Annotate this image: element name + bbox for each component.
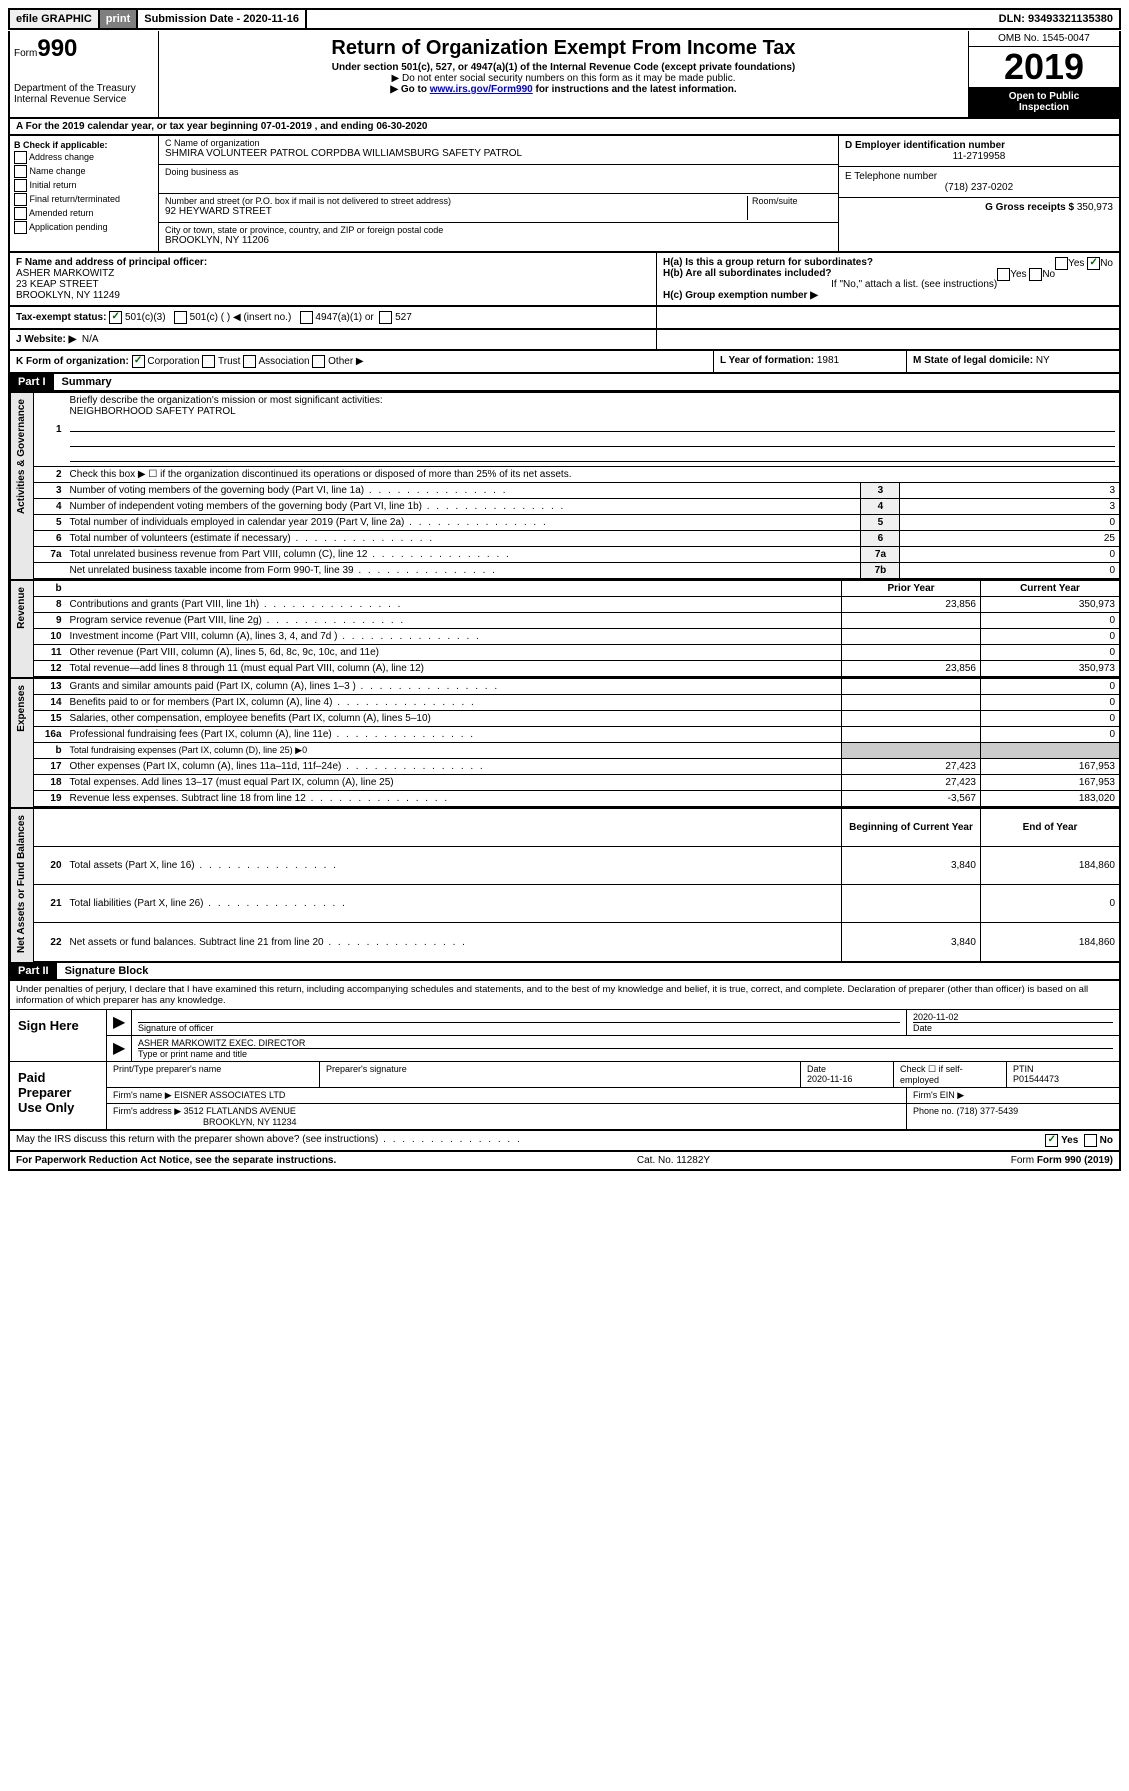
col-d-ein-block: D Employer identification number 11-2719… <box>839 136 1119 251</box>
sign-here-row: Sign Here ▶ Signature of officer 2020-11… <box>10 1009 1119 1061</box>
discuss-yes[interactable] <box>1045 1134 1058 1147</box>
header-right: OMB No. 1545-0047 2019 Open to Public In… <box>968 31 1119 117</box>
col-c-org-info: C Name of organization SHMIRA VOLUNTEER … <box>159 136 839 251</box>
row-i-tax-status: Tax-exempt status: 501(c)(3) 501(c) ( ) … <box>8 307 1121 330</box>
ein-cell: D Employer identification number 11-2719… <box>839 136 1119 167</box>
check-other[interactable] <box>312 355 325 368</box>
officer-addr2: BROOKLYN, NY 11249 <box>16 290 650 301</box>
check-initial-return[interactable]: Initial return <box>14 179 154 192</box>
check-501c3[interactable] <box>109 311 122 324</box>
top-bar: efile GRAPHIC print Submission Date - 20… <box>8 8 1121 30</box>
gross-receipts-value: 350,973 <box>1077 202 1113 213</box>
form-subtitle-1: Under section 501(c), 527, or 4947(a)(1)… <box>163 62 964 73</box>
row-a-tax-year: A For the 2019 calendar year, or tax yea… <box>8 119 1121 136</box>
street-address: 92 HEYWARD STREET <box>165 206 747 217</box>
net-assets-section: Net Assets or Fund Balances Beginning of… <box>8 808 1121 963</box>
check-527[interactable] <box>379 311 392 324</box>
tab-governance: Activities & Governance <box>10 392 33 580</box>
city-cell: City or town, state or province, country… <box>159 223 838 251</box>
check-address-change[interactable]: Address change <box>14 151 154 164</box>
open-public-badge: Open to Public Inspection <box>969 87 1119 117</box>
tab-revenue: Revenue <box>10 580 33 678</box>
gross-receipts-cell: G Gross receipts $ 350,973 <box>839 198 1119 217</box>
irs-label: Internal Revenue Service <box>14 94 154 105</box>
check-501c[interactable] <box>174 311 187 324</box>
telephone-value: (718) 237-0202 <box>845 182 1113 193</box>
principal-officer: F Name and address of principal officer:… <box>10 253 657 305</box>
check-name-change[interactable]: Name change <box>14 165 154 178</box>
discuss-no[interactable] <box>1084 1134 1097 1147</box>
print-button[interactable]: print <box>100 10 138 28</box>
form-subtitle-2: ▶ Do not enter social security numbers o… <box>163 73 964 84</box>
submission-date: Submission Date - 2020-11-16 <box>138 10 307 28</box>
check-association[interactable] <box>243 355 256 368</box>
header-left: Form990 Department of the Treasury Inter… <box>10 31 159 117</box>
main-info-box: B Check if applicable: Address change Na… <box>8 136 1121 253</box>
check-4947[interactable] <box>300 311 313 324</box>
telephone-cell: E Telephone number (718) 237-0202 <box>839 167 1119 198</box>
mission-text: NEIGHBORHOOD SAFETY PATROL <box>70 406 1115 417</box>
check-app-pending[interactable]: Application pending <box>14 221 154 234</box>
form-subtitle-3: ▶ Go to www.irs.gov/Form990 for instruct… <box>163 84 964 95</box>
col-b-header: B Check if applicable: <box>14 140 154 150</box>
firm-addr1: 3512 FLATLANDS AVENUE <box>184 1106 296 1116</box>
prep-date: 2020-11-16 <box>807 1074 852 1084</box>
state-domicile: M State of legal domicile: NY <box>907 351 1119 372</box>
omb-number: OMB No. 1545-0047 <box>969 31 1119 47</box>
arrow-icon: ▶ <box>107 1036 132 1061</box>
website-value: N/A <box>82 334 99 345</box>
firm-addr2: BROOKLYN, NY 11234 <box>203 1117 297 1127</box>
discuss-row: May the IRS discuss this return with the… <box>8 1131 1121 1152</box>
firm-phone: (718) 377-5439 <box>957 1106 1019 1116</box>
row-k-form-org: K Form of organization: Corporation Trus… <box>8 351 1121 374</box>
form-number: Form990 <box>14 35 154 63</box>
form-title: Return of Organization Exempt From Incom… <box>163 37 964 60</box>
check-amended[interactable]: Amended return <box>14 207 154 220</box>
dba-cell: Doing business as <box>159 165 838 194</box>
form-header: Form990 Department of the Treasury Inter… <box>8 31 1121 119</box>
city-state-zip: BROOKLYN, NY 11206 <box>165 235 832 246</box>
tab-expenses: Expenses <box>10 678 33 808</box>
check-final-return[interactable]: Final return/terminated <box>14 193 154 206</box>
check-trust[interactable] <box>202 355 215 368</box>
address-cell: Number and street (or P.O. box if mail i… <box>159 194 838 223</box>
governance-section: Activities & Governance 1 Briefly descri… <box>8 392 1121 580</box>
dept-treasury: Department of the Treasury <box>14 83 154 94</box>
instructions-link[interactable]: www.irs.gov/Form990 <box>430 84 533 95</box>
row-f-h: F Name and address of principal officer:… <box>8 253 1121 307</box>
year-formation: L Year of formation: 1981 <box>714 351 907 372</box>
part-1-header: Part I Summary <box>8 374 1121 392</box>
row-j-website: J Website: ▶ N/A <box>8 330 1121 351</box>
officer-addr1: 23 KEAP STREET <box>16 279 650 290</box>
firm-name: EISNER ASSOCIATES LTD <box>174 1090 285 1100</box>
tab-net-assets: Net Assets or Fund Balances <box>10 808 33 963</box>
signature-block: Under penalties of perjury, I declare th… <box>8 981 1121 1131</box>
revenue-section: Revenue bPrior YearCurrent Year 8Contrib… <box>8 580 1121 678</box>
perjury-declaration: Under penalties of perjury, I declare th… <box>10 981 1119 1009</box>
org-name-cell: C Name of organization SHMIRA VOLUNTEER … <box>159 136 838 165</box>
ptin-value: P01544473 <box>1013 1074 1059 1084</box>
col-b-checkboxes: B Check if applicable: Address change Na… <box>10 136 159 251</box>
arrow-icon: ▶ <box>107 1010 132 1035</box>
officer-printed: ASHER MARKOWITZ EXEC. DIRECTOR <box>138 1038 305 1048</box>
group-return-block: H(a) Is this a group return for subordin… <box>657 253 1119 305</box>
header-title-block: Return of Organization Exempt From Incom… <box>159 31 968 117</box>
org-name: SHMIRA VOLUNTEER PATROL CORPDBA WILLIAMS… <box>165 148 832 159</box>
check-corporation[interactable] <box>132 355 145 368</box>
efile-label: efile GRAPHIC <box>10 10 100 28</box>
tax-year: 2019 <box>969 47 1119 87</box>
part-2-header: Part II Signature Block <box>8 963 1121 981</box>
dln: DLN: 93493321135380 <box>993 10 1119 28</box>
expenses-section: Expenses 13Grants and similar amounts pa… <box>8 678 1121 808</box>
paid-preparer-row: Paid Preparer Use Only Print/Type prepar… <box>10 1061 1119 1129</box>
ein-value: 11-2719958 <box>845 151 1113 162</box>
officer-name: ASHER MARKOWITZ <box>16 268 650 279</box>
sig-date: 2020-11-02 <box>913 1012 958 1022</box>
page-footer: For Paperwork Reduction Act Notice, see … <box>8 1152 1121 1171</box>
